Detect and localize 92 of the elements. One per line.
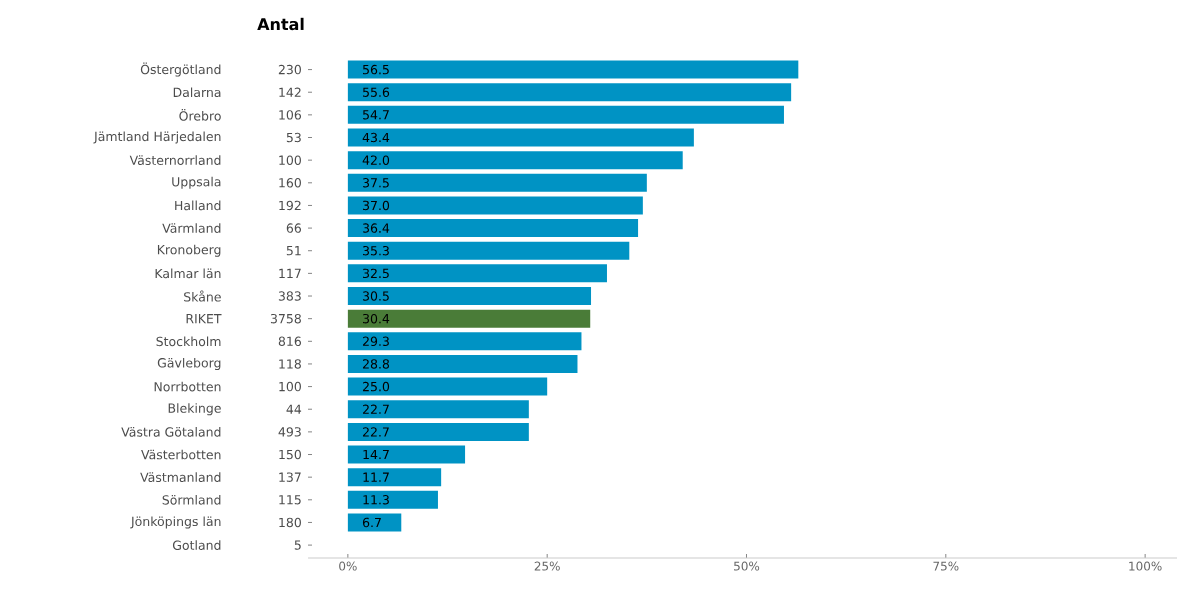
text: 117 <box>279 268 301 278</box>
text: 44 <box>286 404 302 414</box>
y-tick-label: Gävleborg <box>157 357 221 370</box>
y-tick-label: Jämtland Härjedalen <box>93 131 221 144</box>
x-tick-label: 25% <box>534 561 560 571</box>
text: 192 <box>279 200 301 211</box>
bar <box>347 264 607 283</box>
bar <box>347 422 529 441</box>
bar <box>347 60 799 79</box>
x-tick-label: 50% <box>734 561 760 571</box>
text: 53 <box>286 132 301 143</box>
x-tick-label: 75% <box>933 561 959 571</box>
data-label: 32.5 <box>363 268 389 279</box>
text: 142 <box>279 87 301 97</box>
y-tick-label: Gotland <box>172 540 221 550</box>
text: 230 <box>278 64 301 75</box>
data-label: 37.5 <box>363 178 389 188</box>
bar <box>347 354 578 373</box>
bar <box>347 196 643 215</box>
bar <box>347 83 792 102</box>
y-tick-label: Sörmland <box>162 494 221 505</box>
y-tick-label: Jönköpings län <box>130 516 221 529</box>
y-tick-label: Blekinge <box>168 403 221 416</box>
y-tick-label: Östergötland <box>140 62 221 77</box>
data-label: 11.7 <box>363 472 389 482</box>
text: 106 <box>279 110 302 120</box>
bar <box>347 513 402 532</box>
y-tick-label: Halland <box>175 200 221 211</box>
bar <box>347 400 529 419</box>
data-label: 30.4 <box>363 313 390 324</box>
x-tick-label: 100% <box>1129 561 1162 571</box>
data-label: 29.3 <box>362 336 389 347</box>
bar <box>347 332 582 351</box>
text: 3758 <box>270 313 301 324</box>
text: 180 <box>279 517 301 528</box>
data-label: 28.8 <box>362 359 390 369</box>
data-label: 43.4 <box>362 132 390 143</box>
y-tick-label: Norrbotten <box>154 381 221 392</box>
data-label: 36.4 <box>363 223 390 233</box>
y-tick-label: RIKET <box>186 314 222 324</box>
x-tick-label: 0% <box>339 561 357 571</box>
bar <box>347 128 694 147</box>
bar <box>347 173 647 192</box>
text: 5 <box>294 540 301 550</box>
data-label: 30.5 <box>363 291 389 301</box>
text: 118 <box>279 359 301 369</box>
text: 100 <box>279 381 301 392</box>
y-tick-label: Västernorrland <box>129 155 221 165</box>
y-tick-label: Skåne <box>184 290 221 302</box>
text: 160 <box>279 178 301 188</box>
y-tick-label: Västmanland <box>140 472 221 482</box>
bar <box>347 219 639 238</box>
text: 100 <box>279 155 301 165</box>
text: 115 <box>279 495 301 505</box>
data-label: 42.0 <box>362 155 390 165</box>
bar <box>347 490 438 509</box>
data-label: 22.7 <box>362 404 389 414</box>
bar <box>347 241 630 260</box>
text: 816 <box>278 336 302 347</box>
bar <box>347 377 548 396</box>
bar <box>347 445 466 464</box>
y-tick-label: Kronoberg <box>157 244 221 257</box>
data-label: 11.3 <box>363 495 389 505</box>
y-tick-label: Uppsala <box>172 176 221 189</box>
bar <box>347 287 592 306</box>
bar <box>347 105 784 124</box>
data-label: 56.5 <box>363 64 389 75</box>
chart-title: Antal <box>257 17 304 31</box>
text: 383 <box>278 291 301 301</box>
bar <box>347 309 591 328</box>
bar <box>347 151 683 170</box>
text: 66 <box>286 223 302 233</box>
y-tick-label: Värmland <box>162 223 221 233</box>
data-label: 37.0 <box>363 200 390 211</box>
data-label: 54.7 <box>363 110 389 120</box>
y-tick-label: Västra Götaland <box>121 427 221 437</box>
data-label: 6.7 <box>362 517 381 528</box>
data-label: 35.3 <box>363 246 389 256</box>
data-label: 14.7 <box>363 449 389 460</box>
data-label: 55.6 <box>363 87 390 97</box>
y-tick-label: Stockholm <box>156 336 221 347</box>
y-tick-label: Dalarna <box>173 87 221 98</box>
y-tick-label: Örebro <box>179 109 221 121</box>
y-tick-label: Västerbotten <box>141 449 221 460</box>
text: 493 <box>278 427 301 437</box>
text: 51 <box>286 246 301 256</box>
text: 137 <box>279 472 301 482</box>
data-label: 22.7 <box>362 427 389 437</box>
bar <box>347 468 442 487</box>
text: 150 <box>279 449 301 460</box>
y-tick-label: Kalmar län <box>155 268 221 279</box>
data-label: 25.0 <box>362 381 390 392</box>
